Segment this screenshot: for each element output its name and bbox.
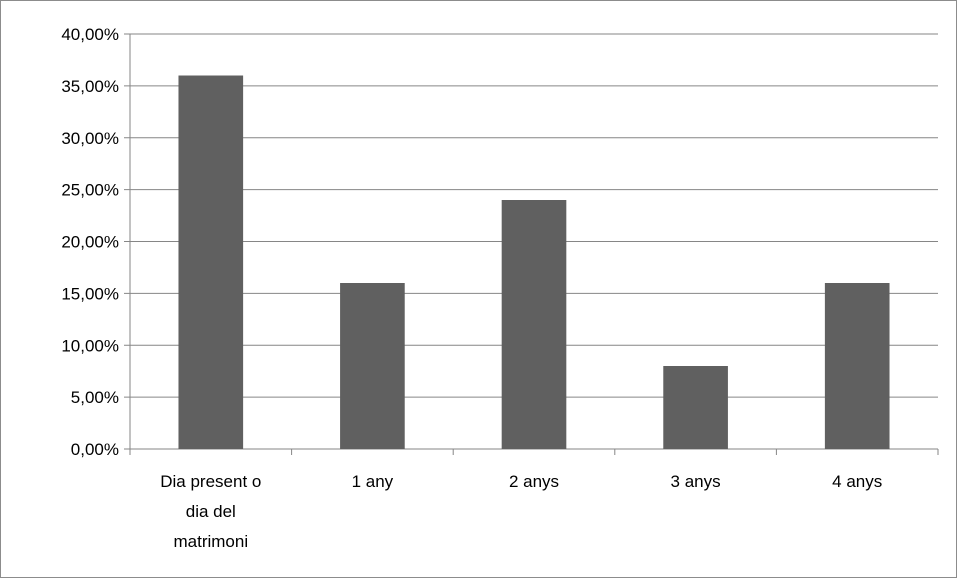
- bar: [824, 283, 890, 449]
- x-category-label: 1 any: [352, 472, 394, 491]
- y-tick-label: 0,00%: [71, 440, 119, 459]
- y-tick-label: 15,00%: [61, 284, 119, 303]
- x-category-label: 2 anys: [509, 472, 559, 491]
- y-tick-label: 5,00%: [71, 388, 119, 407]
- bar: [663, 366, 728, 449]
- grid-lines: [130, 33, 938, 398]
- y-tick-label: 35,00%: [61, 77, 119, 96]
- bars: [178, 75, 890, 449]
- x-category-label: Dia present o: [160, 472, 261, 491]
- y-tick-label: 25,00%: [61, 181, 119, 200]
- x-category-label: dia del: [186, 502, 236, 521]
- bar: [340, 283, 405, 449]
- x-category-label: 4 anys: [832, 472, 882, 491]
- y-tick-label: 30,00%: [61, 129, 119, 148]
- y-tick-label: 10,00%: [61, 336, 119, 355]
- bar: [501, 200, 567, 449]
- y-tick-label: 40,00%: [61, 25, 119, 44]
- x-category-label: matrimoni: [173, 532, 248, 551]
- bar: [178, 75, 244, 449]
- labels: 0,00% 5,00% 10,00% 15,00% 20,00% 25,00% 30,00%…: [61, 25, 882, 551]
- x-category-label: 3 anys: [671, 472, 721, 491]
- y-tick-label: 20,00%: [61, 233, 119, 252]
